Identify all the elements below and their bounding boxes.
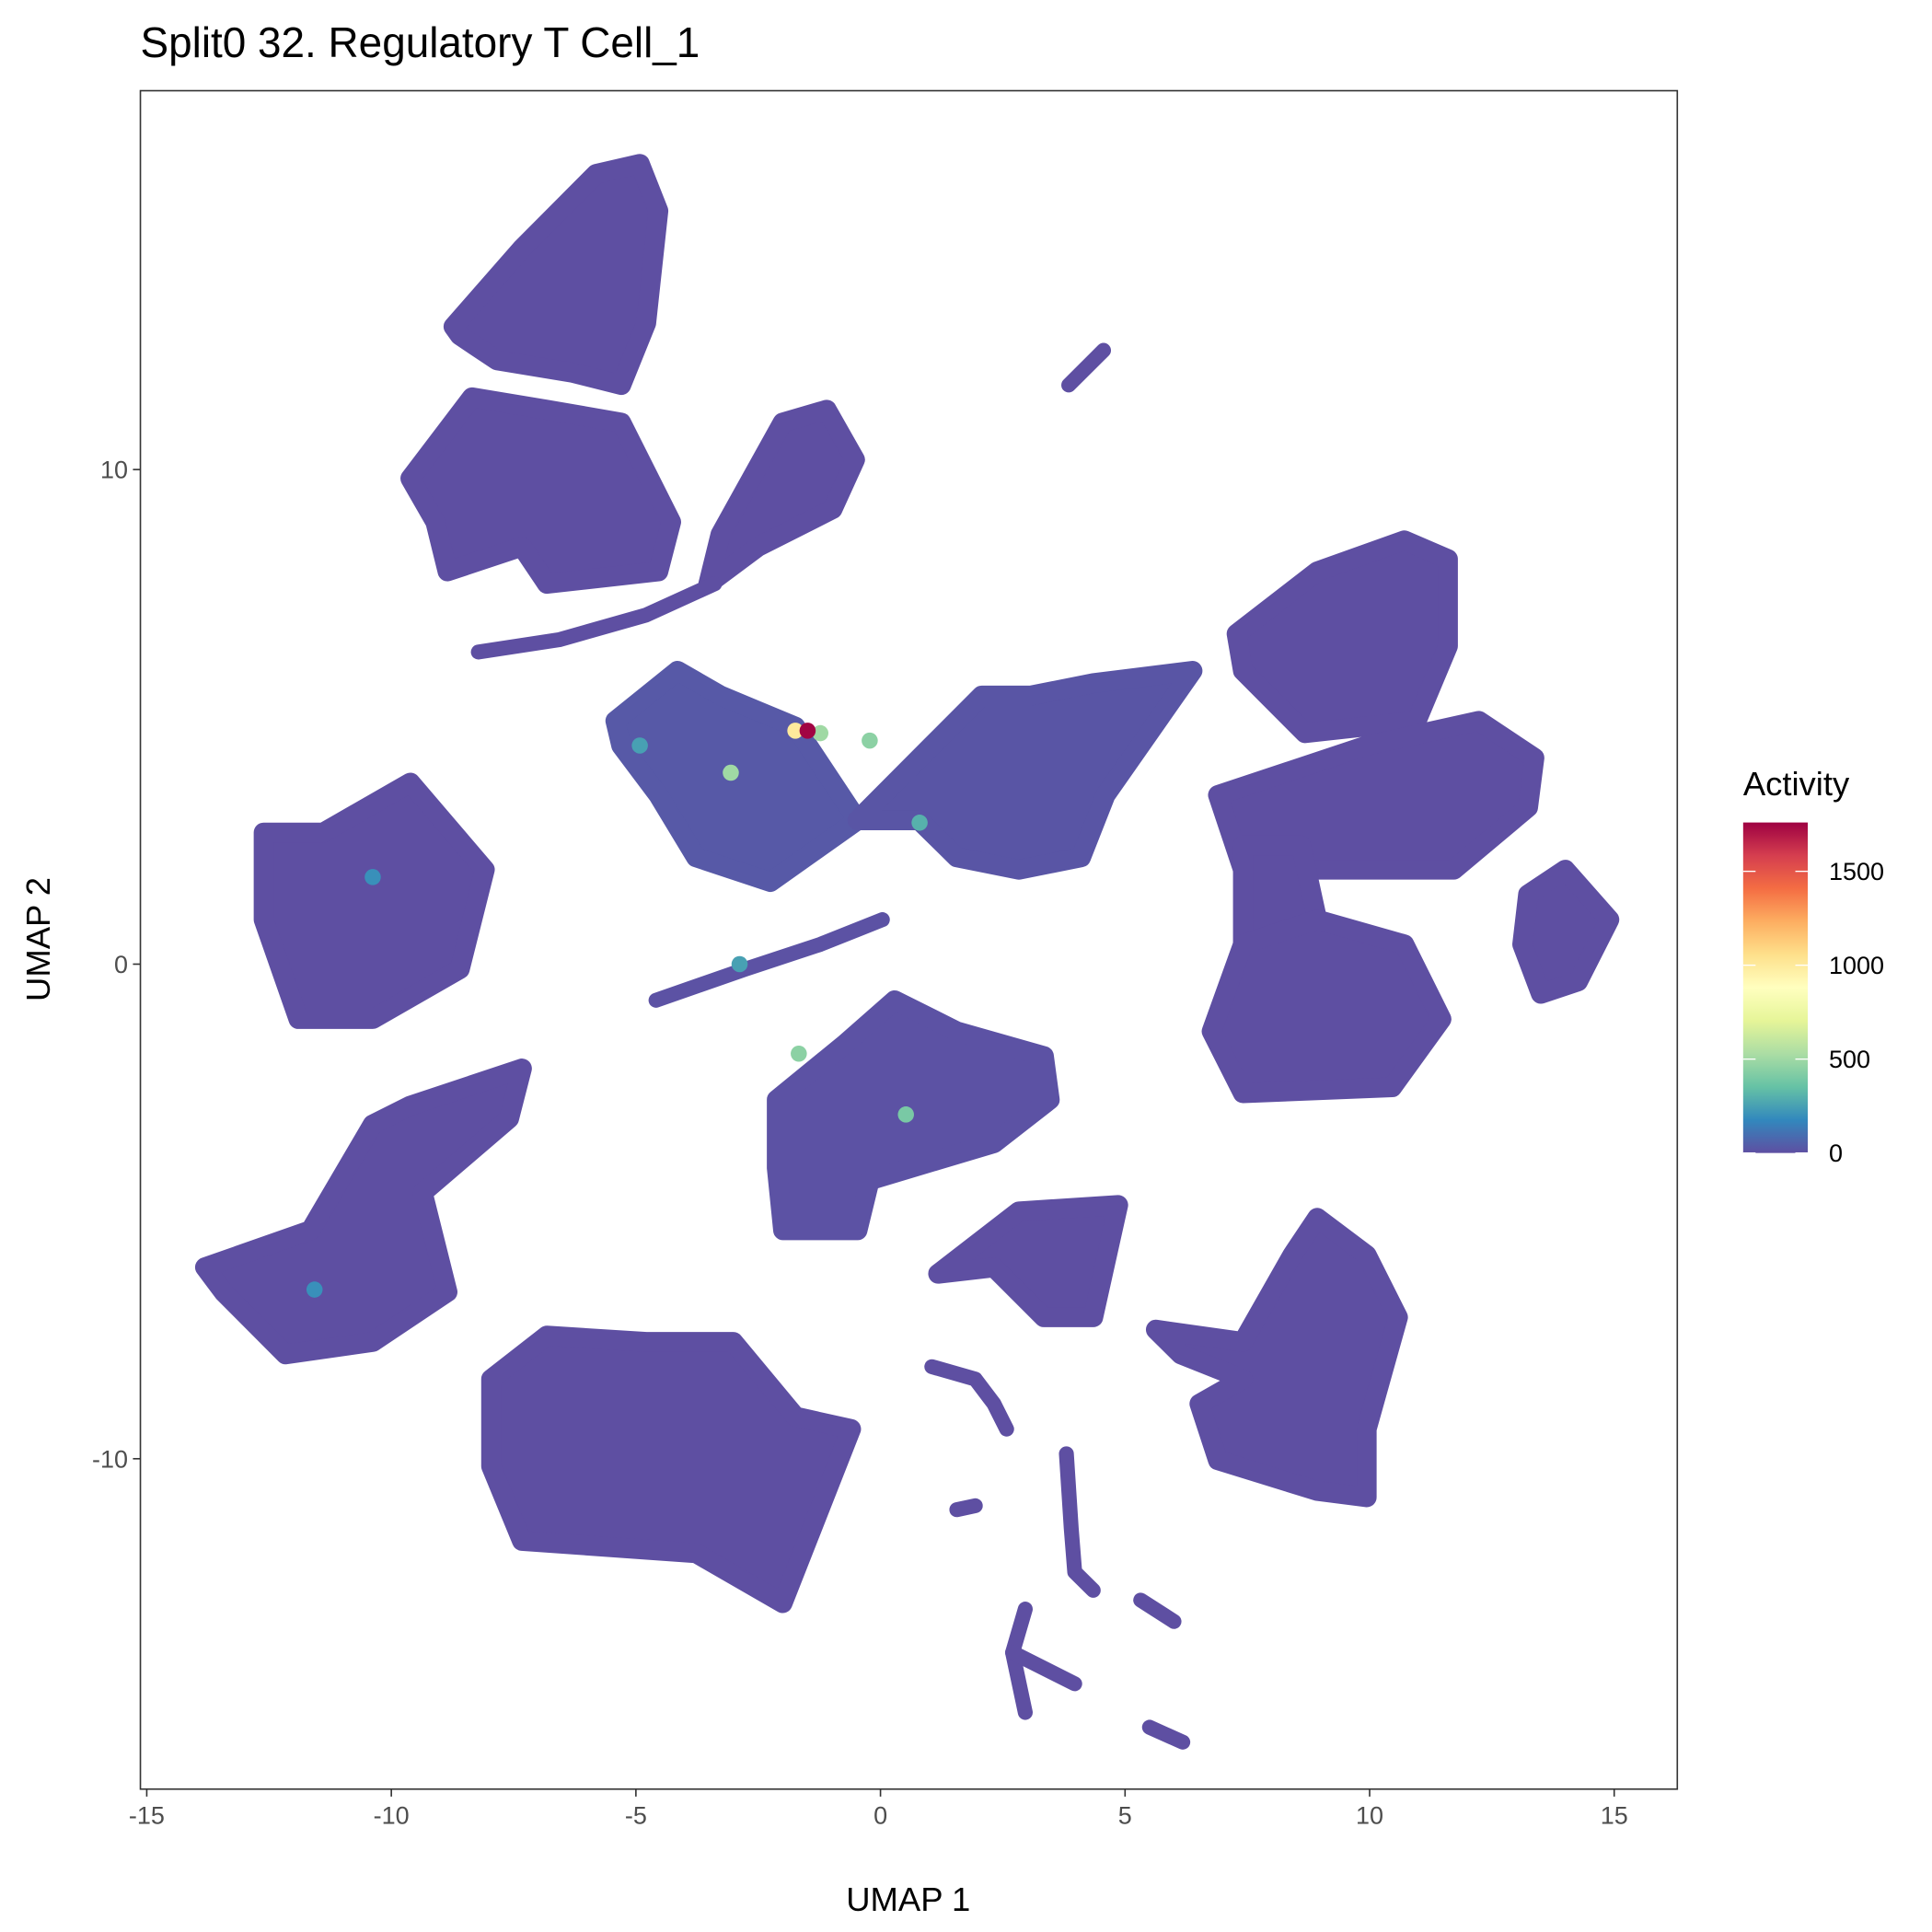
cell-cluster-7 [1226,530,1458,744]
cell-cluster-17 [928,1195,1128,1327]
legend-tick-label: 1000 [1829,952,1884,979]
y-tick-label: 10 [100,457,128,484]
y-axis-title: UMAP 2 [19,877,57,1001]
cell-point [897,1106,914,1123]
cell-cluster-19 [924,1359,1014,1437]
legend-tick-label: 500 [1829,1046,1870,1073]
cell-point [911,815,928,831]
cell-point [787,723,804,739]
cell-cluster-14 [480,1325,862,1614]
cell-cluster-25 [1141,1719,1191,1750]
x-tick-label: -5 [625,1802,647,1830]
cell-point [364,869,381,885]
cell-point [731,955,748,973]
y-axis: -10 0 10 [92,457,141,1473]
x-tick-label: -15 [129,1802,165,1830]
cell-cluster-4 [1061,342,1112,393]
cell-cluster-24 [1133,1592,1182,1629]
colorbar [1742,822,1809,1153]
cell-point [723,764,739,781]
chart-title: Split0 32. Regulatory T Cell_1 [141,18,700,66]
cell-point [812,724,828,742]
cell-point [306,1281,323,1298]
x-tick-label: -10 [374,1802,410,1830]
cell-cluster-2 [698,399,865,595]
cell-point [631,737,648,754]
highlighted-cells [306,723,928,1298]
cell-cluster-11 [1512,860,1620,1004]
cell-cluster-18 [1145,1208,1408,1508]
cell-point [791,1045,807,1062]
cell-cluster-0 [443,154,669,396]
cell-cluster-3 [470,576,723,660]
cell-point [799,723,816,739]
plot-panel [139,89,1679,1790]
activity-legend: Activity 0 500 1000 1500 [1742,765,1884,1167]
cell-cluster-16 [648,912,890,1008]
x-axis: -15 -10 -5 0 5 10 15 [129,1788,1628,1830]
y-tick-label: -10 [92,1445,128,1473]
legend-tick-label: 1500 [1829,858,1884,885]
cell-cluster-6 [847,660,1203,880]
cell-cluster-10 [1201,909,1452,1104]
x-tick-label: 0 [873,1802,887,1830]
cell-cluster-13 [194,1059,532,1365]
cell-cluster-23 [1005,1645,1082,1692]
x-axis-title: UMAP 1 [846,1880,970,1918]
legend-tick-label: 0 [1829,1140,1843,1167]
cell-cluster-1 [400,387,681,595]
legend-title: Activity [1743,765,1850,803]
cell-cluster-21 [1059,1446,1101,1598]
cell-cluster-20 [949,1498,983,1518]
y-tick-label: 0 [114,951,128,978]
x-tick-label: 5 [1118,1802,1132,1830]
x-tick-label: 10 [1356,1802,1383,1830]
cell-point [862,732,878,749]
x-tick-label: 15 [1601,1802,1628,1830]
cell-cluster-12 [253,772,495,1029]
